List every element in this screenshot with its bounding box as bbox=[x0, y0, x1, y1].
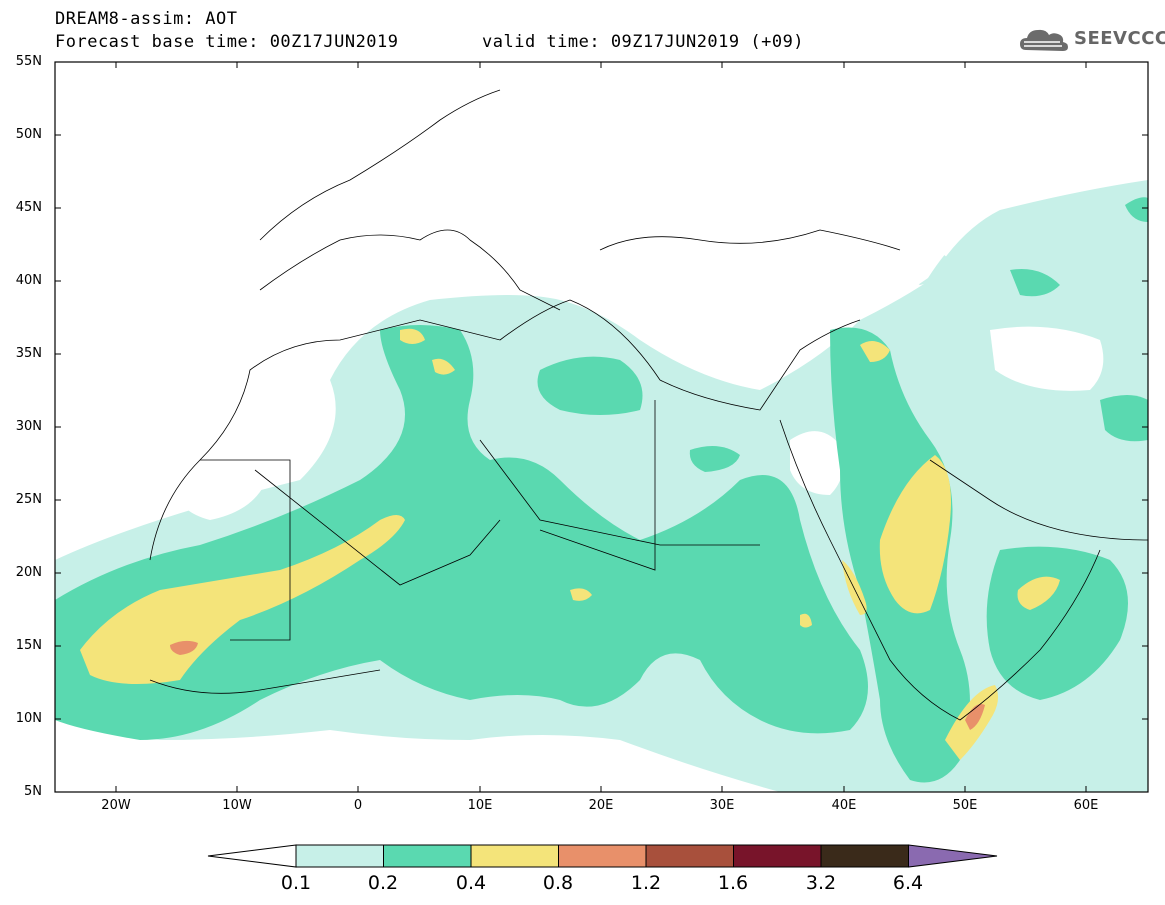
logo-text: SEEVCCC bbox=[1074, 28, 1165, 49]
colorbar-label: 0.8 bbox=[542, 872, 574, 894]
colorbar-swatch bbox=[558, 844, 647, 868]
lon-label: 20E bbox=[588, 798, 614, 813]
lon-label: 30E bbox=[709, 798, 735, 813]
lon-label: 0 bbox=[353, 798, 363, 813]
colorbar-max-arrow bbox=[908, 844, 998, 868]
colorbar-label: 0.4 bbox=[455, 872, 487, 894]
lat-label: 35N bbox=[15, 346, 42, 361]
lat-label: 40N bbox=[15, 273, 42, 288]
colorbar-swatch bbox=[733, 844, 822, 868]
cloud-logo-icon bbox=[1020, 29, 1068, 51]
colorbar-label: 3.2 bbox=[805, 872, 837, 894]
lon-label: 10E bbox=[467, 798, 493, 813]
lat-label: 10N bbox=[15, 711, 42, 726]
colorbar-label: 1.2 bbox=[630, 872, 662, 894]
forecast-base-time: Forecast base time: 00Z17JUN2019 bbox=[55, 32, 399, 52]
lat-label: 45N bbox=[15, 200, 42, 215]
colorbar-label: 0.2 bbox=[367, 872, 399, 894]
lat-label: 55N bbox=[15, 54, 42, 69]
seevccc-logo: SEEVCCC bbox=[1018, 26, 1165, 56]
colorbar-label: 1.6 bbox=[717, 872, 749, 894]
colorbar-swatch bbox=[645, 844, 734, 868]
map-title: DREAM8-assim: AOT bbox=[55, 9, 238, 29]
lat-label: 50N bbox=[15, 127, 42, 142]
lon-label: 60E bbox=[1073, 798, 1099, 813]
lon-label: 40E bbox=[831, 798, 857, 813]
aot-field bbox=[55, 62, 1148, 792]
colorbar-min-arrow bbox=[207, 844, 297, 868]
lon-label: 20W bbox=[101, 798, 131, 813]
lat-label: 5N bbox=[24, 784, 42, 799]
colorbar-label: 0.1 bbox=[280, 872, 312, 894]
colorbar-swatch bbox=[820, 844, 909, 868]
colorbar-swatch bbox=[470, 844, 559, 868]
lat-label: 15N bbox=[15, 638, 42, 653]
colorbar-swatch bbox=[295, 844, 384, 868]
colorbar-swatch bbox=[383, 844, 472, 868]
colorbar-label: 6.4 bbox=[892, 872, 924, 894]
lon-label: 10W bbox=[222, 798, 252, 813]
valid-time: valid time: 09Z17JUN2019 (+09) bbox=[482, 32, 805, 52]
lon-label: 50E bbox=[952, 798, 978, 813]
lat-label: 25N bbox=[15, 492, 42, 507]
lat-label: 30N bbox=[15, 419, 42, 434]
lat-label: 20N bbox=[15, 565, 42, 580]
